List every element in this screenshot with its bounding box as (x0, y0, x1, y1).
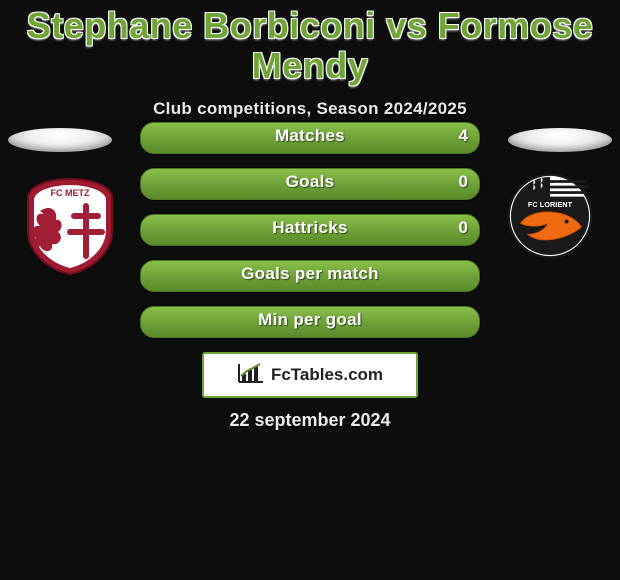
club-badge-left: FC METZ (20, 176, 120, 276)
stat-value-right: 0 (459, 218, 468, 238)
brand-box[interactable]: FcTables.com (202, 352, 418, 398)
brand-bar-chart-icon (237, 362, 265, 389)
stat-value-right: 4 (459, 126, 468, 146)
club-badge-right: FC LORIENT (500, 170, 600, 262)
stat-row: Goals0 (140, 168, 480, 200)
stat-label: Matches (140, 126, 480, 146)
stat-row: Min per goal (140, 306, 480, 338)
stat-label: Goals (140, 172, 480, 192)
stat-row: Goals per match (140, 260, 480, 292)
stat-row: Matches4 (140, 122, 480, 154)
stat-label: Hattricks (140, 218, 480, 238)
stats-container: Matches4Goals0Hattricks0Goals per matchM… (140, 122, 480, 352)
svg-text:FC METZ: FC METZ (51, 188, 90, 198)
stat-label: Min per goal (140, 310, 480, 330)
stat-row: Hattricks0 (140, 214, 480, 246)
date-stamp: 22 september 2024 (0, 410, 620, 431)
page-subtitle: Club competitions, Season 2024/2025 (0, 99, 620, 119)
player-left-head-oval (8, 128, 112, 152)
stat-label: Goals per match (140, 264, 480, 284)
stat-value-right: 0 (459, 172, 468, 192)
svg-text:FC LORIENT: FC LORIENT (528, 200, 573, 209)
player-right-head-oval (508, 128, 612, 152)
brand-text: FcTables.com (271, 365, 383, 385)
page-title: Stephane Borbiconi vs Formose Mendy (0, 0, 620, 85)
